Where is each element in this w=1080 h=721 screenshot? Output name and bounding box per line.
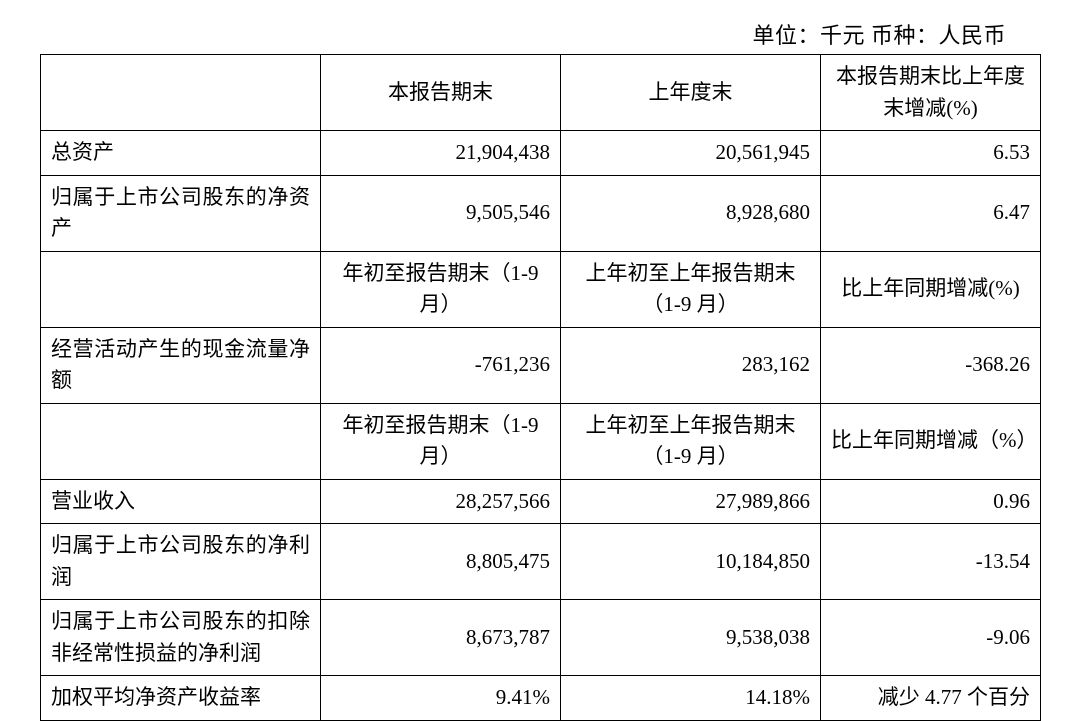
col-header: 年初至报告期末（1-9 月） [321,251,561,327]
cell-value: 减少 4.77 个百分 [821,676,1041,721]
col-header: 本报告期末比上年度末增减(%) [821,55,1041,131]
cell-value: -761,236 [321,327,561,403]
cell-value: 8,673,787 [321,600,561,676]
table-row: 归属于上市公司股东的净利润8,805,47510,184,850-13.54 [41,524,1041,600]
cell-value: 283,162 [561,327,821,403]
cell-value: 9,505,546 [321,175,561,251]
cell-value: 9.41% [321,676,561,721]
col-header: 本报告期末 [321,55,561,131]
table-row: 营业收入28,257,56627,989,8660.96 [41,479,1041,524]
cell-value: 0.96 [821,479,1041,524]
col-header [41,55,321,131]
row-label: 营业收入 [41,479,321,524]
col-header: 上年初至上年报告期末（1-9 月） [561,251,821,327]
table-row: 归属于上市公司股东的扣除非经常性损益的净利润8,673,7879,538,038… [41,600,1041,676]
cell-value: 28,257,566 [321,479,561,524]
financial-table: 本报告期末上年度末本报告期末比上年度末增减(%)总资产21,904,43820,… [40,54,1041,721]
col-header: 年初至报告期末（1-9月） [321,403,561,479]
col-header: 上年初至上年报告期末（1-9 月） [561,403,821,479]
cell-value: 6.47 [821,175,1041,251]
row-label: 加权平均净资产收益率 [41,676,321,721]
row-label: 归属于上市公司股东的扣除非经常性损益的净利润 [41,600,321,676]
cell-value: 9,538,038 [561,600,821,676]
cell-value: 6.53 [821,131,1041,176]
table-row: 经营活动产生的现金流量净额-761,236283,162-368.26 [41,327,1041,403]
col-header: 上年度末 [561,55,821,131]
cell-value: -368.26 [821,327,1041,403]
col-header [41,251,321,327]
table-row: 总资产21,904,43820,561,9456.53 [41,131,1041,176]
table-row: 归属于上市公司股东的净资产9,505,5468,928,6806.47 [41,175,1041,251]
cell-value: -13.54 [821,524,1041,600]
row-label: 总资产 [41,131,321,176]
cell-value: 27,989,866 [561,479,821,524]
table-row: 加权平均净资产收益率9.41%14.18%减少 4.77 个百分 [41,676,1041,721]
col-header: 比上年同期增减（%） [821,403,1041,479]
cell-value: 8,928,680 [561,175,821,251]
col-header: 比上年同期增减(%) [821,251,1041,327]
cell-value: 20,561,945 [561,131,821,176]
row-label: 归属于上市公司股东的净资产 [41,175,321,251]
col-header [41,403,321,479]
cell-value: 14.18% [561,676,821,721]
unit-currency-line: 单位：千元 币种：人民币 [40,18,1040,50]
cell-value: 21,904,438 [321,131,561,176]
row-label: 经营活动产生的现金流量净额 [41,327,321,403]
cell-value: 8,805,475 [321,524,561,600]
cell-value: 10,184,850 [561,524,821,600]
row-label: 归属于上市公司股东的净利润 [41,524,321,600]
cell-value: -9.06 [821,600,1041,676]
